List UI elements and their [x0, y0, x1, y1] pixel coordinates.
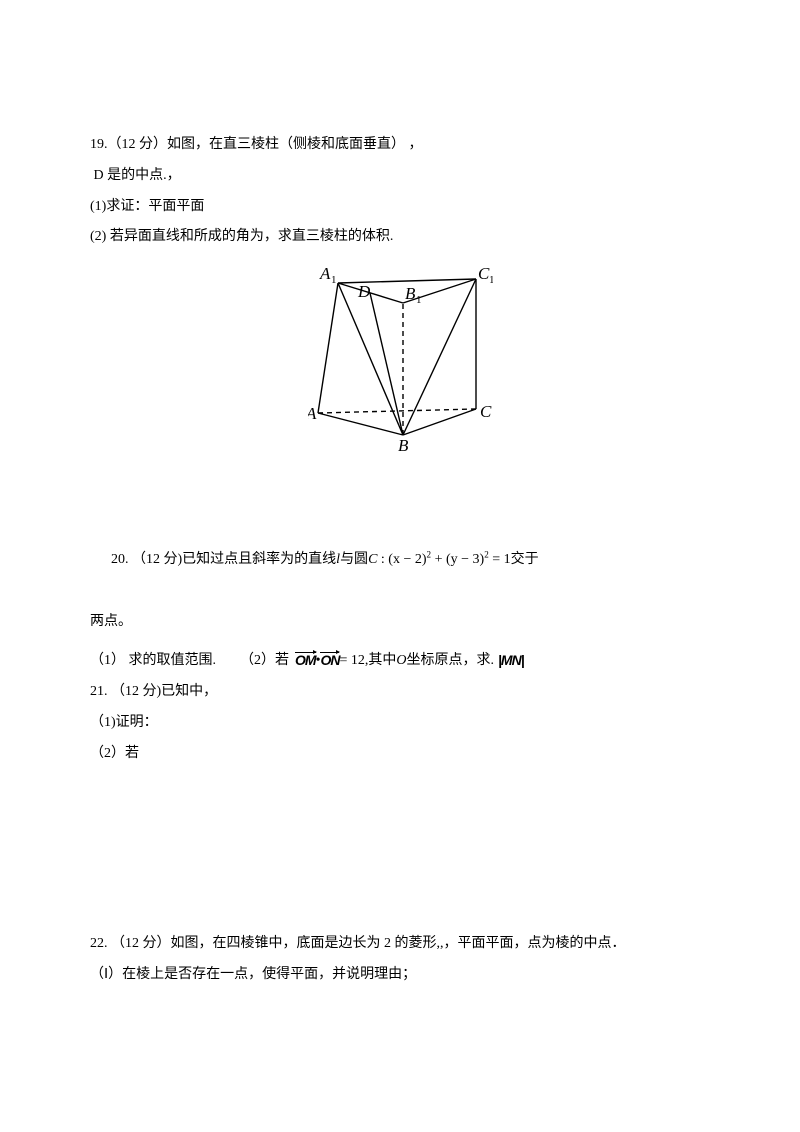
- svg-text:A: A: [319, 264, 331, 283]
- svg-text:A: A: [308, 404, 317, 423]
- q20-line-parts: （1） 求的取值范围. （2）若 OM • ON = 12, 其中 O 坐标原点…: [90, 651, 710, 671]
- blank-gap: [90, 769, 710, 929]
- eq-12: = 12,: [339, 651, 368, 671]
- q21-line-2: （1)证明：: [90, 708, 710, 739]
- q21-line-3: （2）若: [90, 739, 710, 770]
- vector-ON: ON: [320, 651, 339, 671]
- q19-line-1: 19.（12 分）如图，在直三棱柱（侧棱和底面垂直） ，: [90, 130, 710, 161]
- prism-figure: ABCA1B1C1D: [90, 259, 710, 454]
- q20-part2c: 坐标原点，求.: [407, 651, 495, 671]
- q20-O-italic: O: [396, 651, 406, 671]
- svg-text:C: C: [480, 402, 492, 421]
- exam-page: 19.（12 分）如图，在直三棱柱（侧棱和底面垂直） ， D 是的中点.， (1…: [0, 0, 800, 1132]
- question-21: 21. （12 分)已知中， （1)证明： （2）若: [90, 677, 710, 769]
- q20-C-italic: C: [368, 552, 377, 567]
- q20-l1-d: + (y − 3): [431, 552, 484, 567]
- q20-l1-c: : (x − 2): [377, 552, 426, 567]
- q20-line-1: 20. （12 分)已知过点且斜率为的直线l与圆C : (x − 2)2 + (…: [90, 514, 710, 606]
- question-20: 20. （12 分)已知过点且斜率为的直线l与圆C : (x − 2)2 + (…: [90, 514, 710, 671]
- q20-l1-a: 20. （12 分)已知过点且斜率为的直线: [111, 552, 336, 567]
- abs-MN: |MN|: [498, 651, 524, 671]
- question-22: 22. （12 分）如图，在四棱锥中，底面是边长为 2 的菱形,,，平面平面，点…: [90, 929, 710, 991]
- q22-line-1: 22. （12 分）如图，在四棱锥中，底面是边长为 2 的菱形,,，平面平面，点…: [90, 929, 710, 960]
- q20-part2a: （2）若: [240, 651, 289, 671]
- q20-l1-e: = 1交于: [489, 552, 539, 567]
- svg-text:1: 1: [331, 274, 337, 286]
- svg-text:D: D: [357, 282, 371, 301]
- q20-line-2: 两点。: [90, 607, 710, 638]
- q20-l1-b: 与圆: [340, 552, 368, 567]
- q19-line-2: D 是的中点.，: [90, 161, 710, 192]
- svg-text:1: 1: [489, 274, 493, 286]
- vector-OM: OM: [295, 651, 316, 671]
- svg-text:1: 1: [416, 294, 422, 306]
- q20-part1: （1） 求的取值范围.: [90, 651, 216, 671]
- q19-line-4: (2) 若异面直线和所成的角为，求直三棱柱的体积.: [90, 222, 710, 253]
- q19-line-3: (1)求证：平面平面: [90, 192, 710, 223]
- q22-line-2: （Ⅰ）在棱上是否存在一点，使得平面，并说明理由；: [90, 960, 710, 991]
- question-19: 19.（12 分）如图，在直三棱柱（侧棱和底面垂直） ， D 是的中点.， (1…: [90, 130, 710, 253]
- q21-line-1: 21. （12 分)已知中，: [90, 677, 710, 708]
- svg-text:B: B: [405, 284, 416, 303]
- q20-part2b: 其中: [368, 651, 396, 671]
- svg-text:B: B: [398, 436, 409, 454]
